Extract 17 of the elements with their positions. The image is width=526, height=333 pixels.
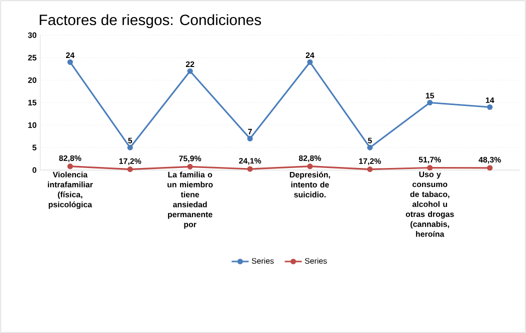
point bbox=[127, 144, 133, 150]
point bbox=[127, 166, 133, 172]
point bbox=[187, 164, 193, 170]
point bbox=[487, 104, 493, 110]
point bbox=[247, 136, 253, 142]
point bbox=[427, 164, 433, 170]
chart-title: Factores de riesgos: Condiciones bbox=[40, 14, 261, 28]
point bbox=[67, 59, 73, 65]
point bbox=[367, 166, 373, 172]
point bbox=[187, 68, 193, 74]
point bbox=[367, 144, 373, 150]
point bbox=[307, 163, 313, 170]
point bbox=[307, 59, 313, 65]
point bbox=[427, 100, 433, 106]
point bbox=[487, 165, 493, 171]
point bbox=[67, 163, 73, 170]
point bbox=[247, 166, 253, 172]
